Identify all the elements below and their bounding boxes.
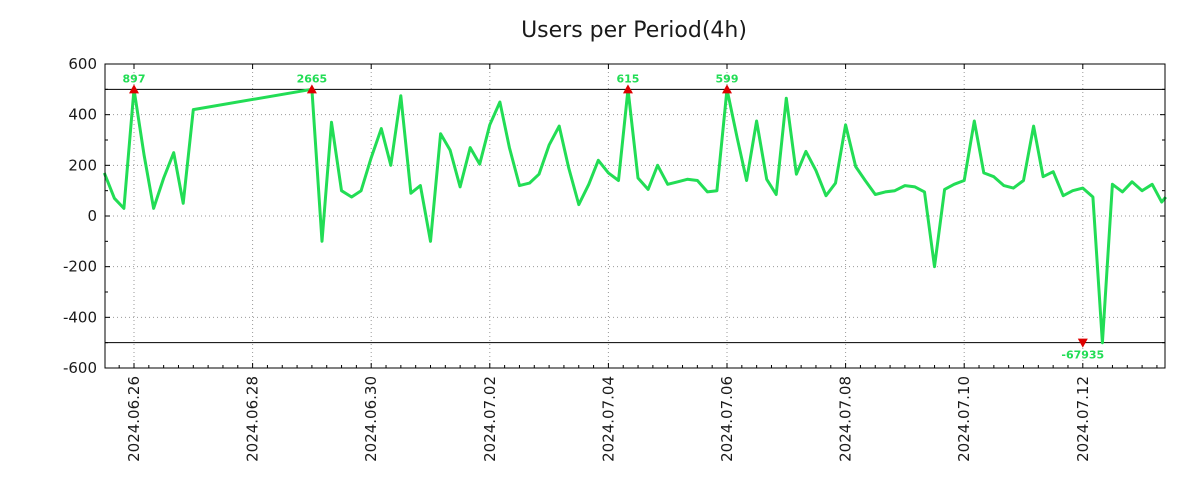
peak-marker [722, 84, 732, 94]
x-tick-label: 2024.07.04 [599, 376, 617, 462]
series-line [102, 87, 1167, 345]
x-tick-label: 2024.07.12 [1074, 376, 1092, 462]
marker-layer: 897 2665 615 599 -67935 [123, 72, 1105, 361]
y-tick-label: 200 [68, 156, 97, 174]
peak-label: 897 [123, 72, 146, 85]
y-tick-label: -200 [63, 258, 97, 276]
peak-label: 615 [616, 72, 639, 85]
x-tick-label: 2024.06.28 [244, 376, 262, 462]
peak-marker [129, 84, 139, 94]
y-tick-label: 400 [68, 106, 97, 124]
peak-label: 2665 [297, 72, 328, 85]
y-tick-label: -600 [63, 359, 97, 377]
x-tick-label: 2024.06.30 [362, 376, 380, 462]
x-tick-label: 2024.07.02 [481, 376, 499, 462]
x-tick-label: 2024.07.10 [955, 376, 973, 462]
x-tick-label: 2024.07.08 [837, 376, 855, 462]
series-layer [102, 87, 1167, 345]
x-tick-label: 2024.06.26 [125, 376, 143, 462]
peak-marker [622, 84, 633, 94]
grid-layer [105, 64, 1165, 368]
x-tick-label: 2024.07.06 [718, 376, 736, 462]
y-tick-label: -400 [63, 308, 97, 326]
axis-layer: 600 400 200 0 -200 -400 -600 2024.06.26 2024.06.… [63, 55, 1165, 462]
chart-title: Users per Period(4h) [521, 18, 747, 43]
y-tick-label: 600 [68, 55, 97, 73]
peak-marker [306, 84, 317, 94]
clip-lines [105, 88, 1165, 344]
peak-label: 599 [716, 72, 739, 85]
plot-frame [104, 63, 1166, 369]
y-tick-label: 0 [87, 207, 97, 225]
trough-label: -67935 [1061, 349, 1104, 362]
trough-marker [1077, 338, 1088, 348]
